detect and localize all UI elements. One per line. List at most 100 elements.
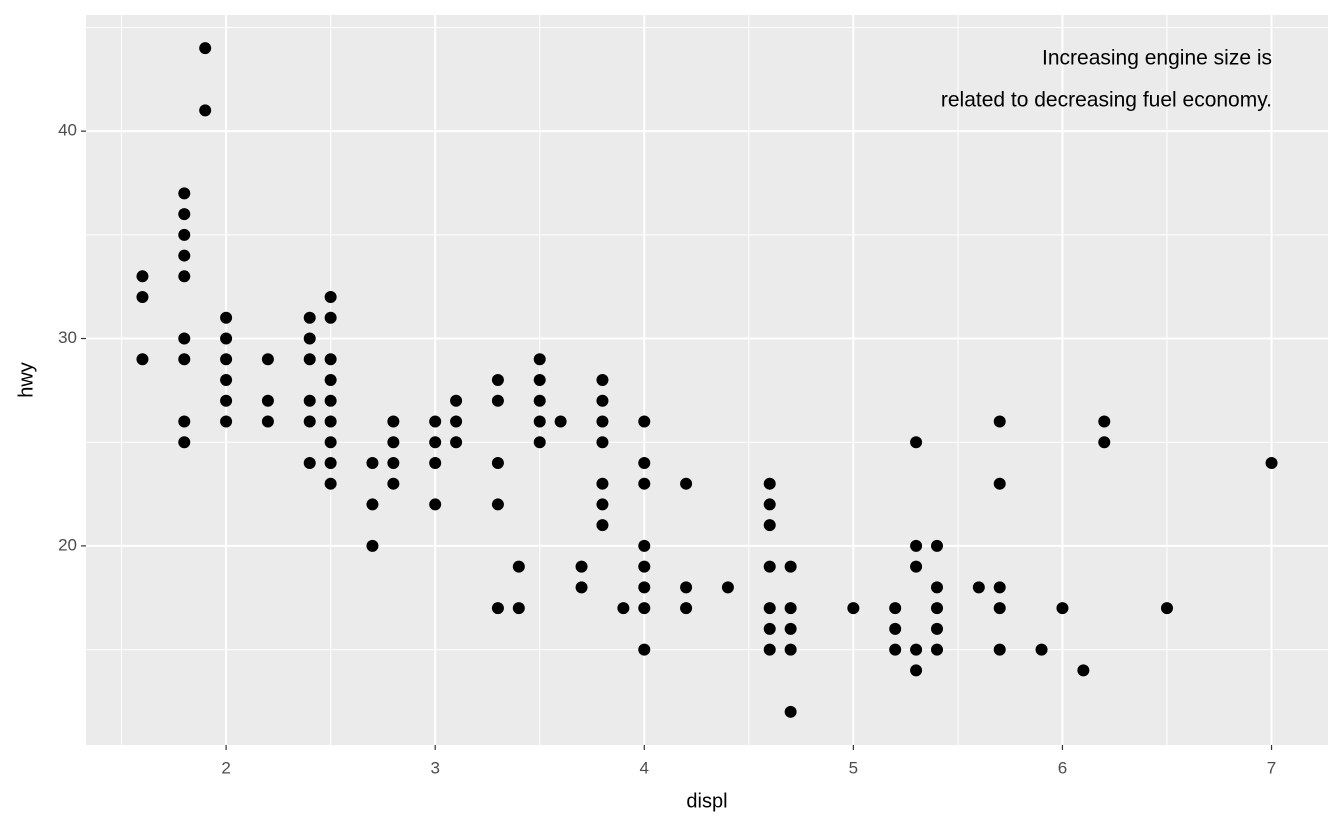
point	[491, 602, 504, 615]
point	[638, 456, 651, 469]
point	[784, 622, 797, 635]
x-tick-label: 4	[640, 758, 649, 777]
point	[638, 643, 651, 656]
point	[638, 602, 651, 615]
point	[387, 436, 400, 449]
point	[324, 436, 337, 449]
point	[491, 456, 504, 469]
point	[491, 394, 504, 407]
point	[575, 581, 588, 594]
point	[533, 353, 546, 366]
y-axis-title: hwy	[15, 362, 37, 398]
point	[324, 415, 337, 428]
point	[910, 539, 923, 552]
point	[429, 415, 442, 428]
point	[554, 415, 567, 428]
point	[638, 539, 651, 552]
point	[387, 415, 400, 428]
point	[366, 456, 379, 469]
point	[1098, 415, 1111, 428]
point	[638, 560, 651, 573]
point	[910, 436, 923, 449]
point	[303, 394, 316, 407]
point	[387, 477, 400, 490]
point	[303, 456, 316, 469]
point	[178, 415, 191, 428]
point	[931, 602, 943, 615]
point	[199, 104, 212, 117]
point	[993, 415, 1006, 428]
point	[533, 436, 546, 449]
point	[429, 456, 442, 469]
point	[178, 208, 191, 221]
point	[324, 374, 337, 386]
point	[889, 643, 902, 656]
point	[763, 498, 776, 511]
point	[261, 415, 274, 428]
point	[303, 311, 316, 324]
point	[993, 581, 1006, 594]
point	[220, 311, 233, 324]
point	[721, 581, 734, 594]
point	[910, 643, 923, 656]
point	[512, 602, 525, 615]
point	[931, 622, 943, 635]
point	[366, 498, 379, 511]
point	[763, 477, 776, 490]
point	[596, 374, 609, 386]
point	[596, 477, 609, 490]
point	[784, 602, 797, 615]
point	[638, 415, 651, 428]
point	[638, 477, 651, 490]
point	[220, 332, 233, 345]
point	[993, 477, 1006, 490]
point	[220, 415, 233, 428]
point	[993, 602, 1006, 615]
point	[178, 270, 191, 283]
y-tick-label: 20	[58, 535, 77, 554]
point	[136, 270, 149, 283]
point	[1035, 643, 1048, 656]
point	[1161, 602, 1173, 615]
plot-panel	[86, 15, 1328, 745]
y-tick-label: 40	[58, 121, 77, 140]
point	[261, 353, 274, 366]
point	[533, 415, 546, 428]
point	[261, 394, 274, 407]
point	[324, 477, 337, 490]
annotation: Increasing engine size is	[1042, 47, 1272, 70]
point	[931, 539, 943, 552]
point	[680, 477, 693, 490]
point	[910, 560, 923, 573]
point	[303, 332, 316, 345]
point	[220, 353, 233, 366]
point	[303, 353, 316, 366]
point	[178, 436, 191, 449]
point	[617, 602, 630, 615]
point	[429, 436, 442, 449]
point	[889, 622, 902, 635]
point	[324, 394, 337, 407]
point	[680, 602, 693, 615]
point	[324, 311, 337, 324]
point	[931, 643, 943, 656]
point	[324, 291, 337, 304]
point	[847, 602, 860, 615]
point	[1098, 436, 1111, 449]
x-axis-title: displ	[686, 790, 727, 812]
point	[491, 374, 504, 386]
point	[324, 456, 337, 469]
point	[220, 394, 233, 407]
point	[450, 415, 463, 428]
point	[450, 436, 463, 449]
point	[931, 581, 943, 594]
point	[512, 560, 525, 573]
point	[303, 415, 316, 428]
point	[993, 643, 1006, 656]
point	[178, 332, 191, 345]
point	[366, 539, 379, 552]
y-tick-label: 30	[58, 328, 77, 347]
point	[178, 353, 191, 366]
point	[1265, 456, 1278, 469]
